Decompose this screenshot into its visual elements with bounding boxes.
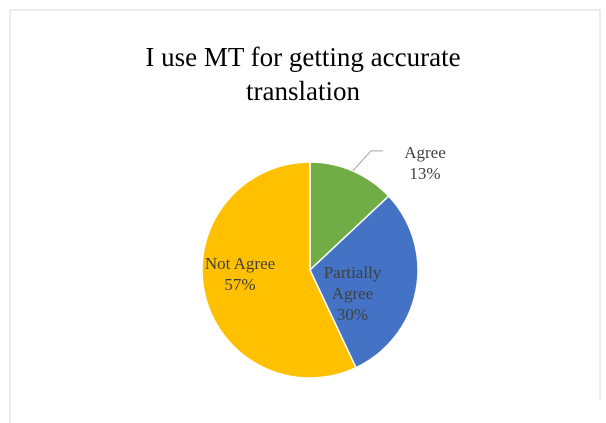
category-label: Partially Agree — [323, 263, 382, 303]
value-label: 30% — [336, 305, 369, 324]
category-label: Agree — [404, 143, 446, 162]
category-label: Not Agree — [204, 254, 276, 273]
value-label: 13% — [409, 164, 441, 183]
pie-slice — [309, 195, 419, 369]
data-label: Agree 13% — [395, 142, 455, 184]
value-label: 57% — [224, 275, 256, 294]
chart-border — [9, 9, 601, 423]
leader-line — [352, 150, 383, 172]
pie-slice — [201, 161, 357, 379]
chart-title: I use MT for getting accurate translatio… — [145, 42, 461, 106]
data-label: Not Agree 57% — [200, 253, 280, 295]
data-label: Partially Agree 30% — [305, 262, 400, 325]
pie-slice — [309, 161, 390, 272]
